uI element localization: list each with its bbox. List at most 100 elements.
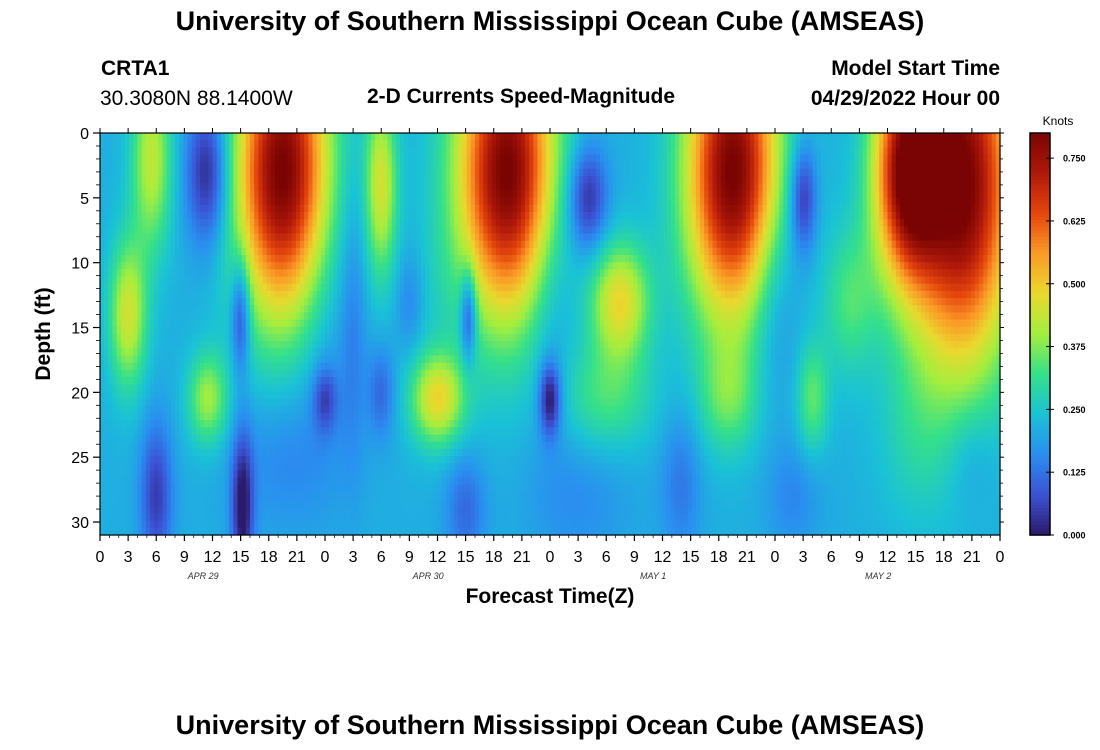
heatmap-cell: [862, 255, 868, 263]
heatmap-cell: [100, 298, 105, 306]
heatmap-cell: [754, 190, 759, 199]
heatmap-cell: [912, 262, 918, 270]
heatmap-cell: [283, 255, 289, 263]
heatmap-cell: [533, 226, 539, 235]
heatmap-cell: [570, 276, 576, 285]
heatmap-cell: [833, 197, 839, 206]
heatmap-cell: [820, 255, 826, 263]
heatmap-cell: [512, 219, 518, 227]
heatmap-cell: [620, 161, 626, 170]
heatmap-cell: [400, 197, 405, 206]
heatmap-cell: [337, 183, 343, 192]
heatmap-cell: [287, 190, 293, 199]
heatmap-cell: [495, 233, 501, 242]
heatmap-cell: [650, 140, 655, 148]
heatmap-cell: [795, 211, 801, 220]
heatmap-cell: [541, 269, 547, 278]
heatmap-cell: [466, 204, 472, 213]
heatmap-cell: [737, 183, 743, 192]
heatmap-cell: [237, 183, 243, 192]
heatmap-cell: [412, 233, 418, 242]
heatmap-cell: [391, 133, 397, 141]
heatmap-cell: [995, 219, 1001, 227]
heatmap-cell: [325, 269, 330, 278]
heatmap-cell: [620, 197, 626, 206]
heatmap-cell: [387, 190, 393, 199]
heatmap-cell: [679, 161, 684, 170]
heatmap-cell: [437, 183, 443, 192]
heatmap-cell: [783, 255, 789, 263]
heatmap-cell: [675, 133, 680, 141]
heatmap-cell: [325, 197, 330, 206]
heatmap-cell: [379, 168, 384, 177]
heatmap-cell: [683, 219, 689, 227]
heatmap-cell: [145, 233, 151, 242]
heatmap-cell: [887, 269, 893, 278]
heatmap-cell: [741, 154, 747, 163]
heatmap-cell: [141, 219, 147, 227]
heatmap-cell: [979, 168, 984, 177]
heatmap-cell: [695, 154, 701, 163]
heatmap-cell: [129, 226, 134, 235]
heatmap-cell: [316, 233, 322, 242]
heatmap-cell: [795, 276, 801, 285]
heatmap-cell: [987, 183, 993, 192]
heatmap-cell: [125, 276, 130, 285]
heatmap-cell: [662, 247, 668, 256]
heatmap-cell: [745, 176, 751, 184]
heatmap-cell: [400, 290, 405, 299]
heatmap-cell: [816, 161, 822, 170]
heatmap-cell: [654, 168, 659, 177]
heatmap-cell: [870, 247, 876, 256]
heatmap-cell: [733, 226, 739, 235]
heatmap-cell: [187, 240, 193, 249]
heatmap-cell: [737, 140, 743, 148]
heatmap-cell: [850, 240, 855, 249]
heatmap-cell: [725, 255, 730, 263]
heatmap-cell: [204, 269, 209, 278]
heatmap-cell: [225, 255, 230, 263]
heatmap-cell: [583, 226, 589, 235]
heatmap-cell: [150, 147, 155, 156]
heatmap-cell: [429, 168, 434, 177]
heatmap-cell: [179, 154, 184, 163]
heatmap-cell: [800, 140, 805, 148]
heatmap-cell: [329, 276, 334, 285]
heatmap-cell: [854, 283, 859, 292]
heatmap-cell: [787, 168, 793, 177]
heatmap-cell: [216, 168, 222, 177]
heatmap-cell: [937, 262, 943, 270]
heatmap-cell: [845, 226, 851, 235]
heatmap-cell: [866, 147, 872, 156]
heatmap-cell: [516, 197, 522, 206]
heatmap-cell: [933, 290, 939, 299]
heatmap-cell: [300, 290, 305, 299]
heatmap-cell: [570, 240, 576, 249]
heatmap-cell: [741, 176, 747, 184]
heatmap-cell: [491, 262, 497, 270]
heatmap-cell: [379, 269, 384, 278]
heatmap-cell: [625, 161, 630, 170]
heatmap-cell: [333, 211, 339, 220]
heatmap-cell: [487, 197, 493, 206]
heatmap-cell: [762, 133, 768, 141]
heatmap-cell: [550, 154, 555, 163]
heatmap-cell: [650, 176, 655, 184]
heatmap-cell: [975, 211, 980, 220]
heatmap-cell: [504, 161, 509, 170]
heatmap-cell: [591, 197, 597, 206]
heatmap-cell: [470, 226, 476, 235]
heatmap-cell: [241, 168, 247, 177]
heatmap-cell: [375, 133, 380, 141]
heatmap-cell: [704, 247, 709, 256]
heatmap-cell: [666, 204, 672, 213]
heatmap-cell: [487, 247, 493, 256]
heatmap-cell: [416, 204, 422, 213]
heatmap-cell: [837, 219, 843, 227]
heatmap-cell: [154, 204, 159, 213]
heatmap-cell: [979, 240, 984, 249]
heatmap-cell: [666, 233, 672, 242]
heatmap-cell: [545, 233, 551, 242]
heatmap-cell: [850, 276, 855, 285]
heatmap-cell: [479, 197, 484, 206]
